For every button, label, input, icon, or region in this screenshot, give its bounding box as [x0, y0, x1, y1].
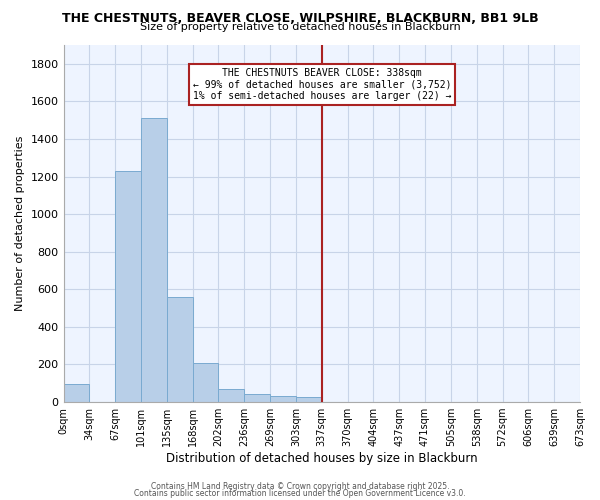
Bar — [296, 398, 322, 402]
Text: Size of property relative to detached houses in Blackburn: Size of property relative to detached ho… — [140, 22, 460, 32]
Bar — [167, 297, 193, 402]
Text: Contains HM Land Registry data © Crown copyright and database right 2025.: Contains HM Land Registry data © Crown c… — [151, 482, 449, 491]
Bar — [141, 118, 167, 402]
Bar — [270, 396, 296, 402]
Bar — [193, 362, 218, 402]
Bar — [218, 389, 244, 402]
X-axis label: Distribution of detached houses by size in Blackburn: Distribution of detached houses by size … — [166, 452, 478, 465]
Y-axis label: Number of detached properties: Number of detached properties — [15, 136, 25, 311]
Text: THE CHESTNUTS, BEAVER CLOSE, WILPSHIRE, BLACKBURN, BB1 9LB: THE CHESTNUTS, BEAVER CLOSE, WILPSHIRE, … — [62, 12, 538, 26]
Bar — [64, 384, 89, 402]
Bar — [244, 394, 270, 402]
Bar — [115, 171, 141, 402]
Text: THE CHESTNUTS BEAVER CLOSE: 338sqm
← 99% of detached houses are smaller (3,752)
: THE CHESTNUTS BEAVER CLOSE: 338sqm ← 99%… — [193, 68, 451, 101]
Text: Contains public sector information licensed under the Open Government Licence v3: Contains public sector information licen… — [134, 489, 466, 498]
